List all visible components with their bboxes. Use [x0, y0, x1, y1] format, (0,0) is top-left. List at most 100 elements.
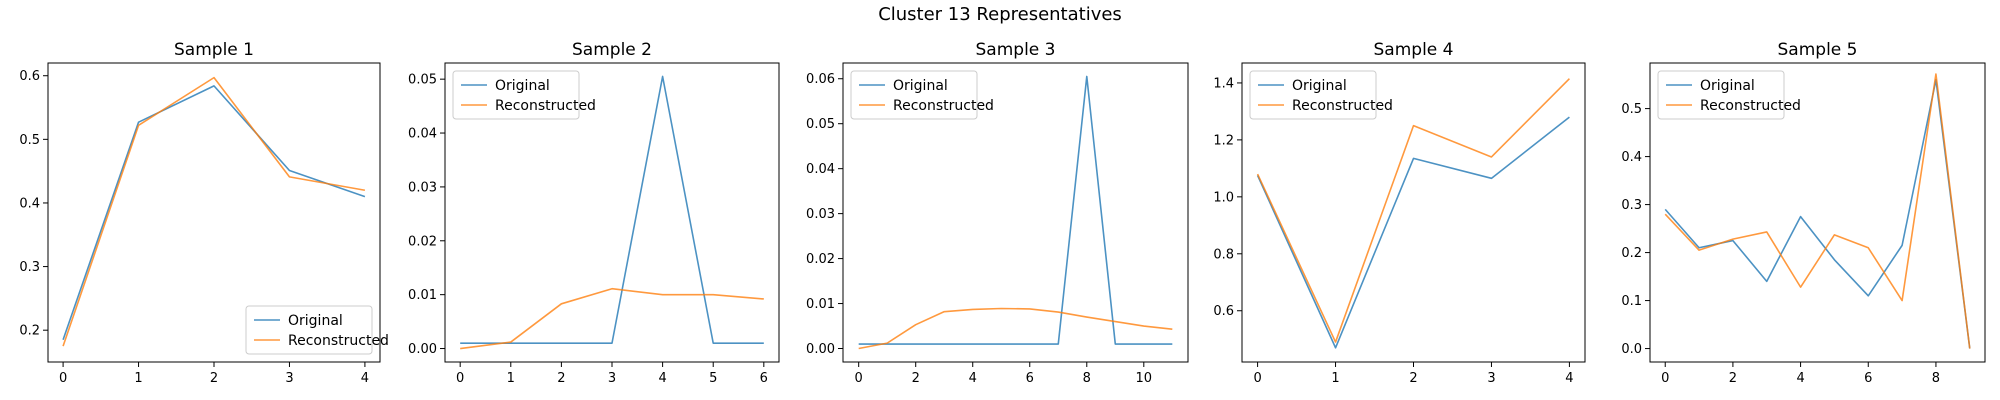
y-tick-label: 1.0 — [1213, 190, 1234, 205]
y-tick-label: 0.00 — [806, 342, 835, 357]
y-tick-label: 0.04 — [408, 127, 437, 142]
x-tick-label: 1 — [1331, 371, 1339, 386]
y-tick-label: 0.1 — [1621, 294, 1642, 309]
y-tick-label: 1.4 — [1213, 76, 1234, 91]
x-tick-label: 2 — [1729, 371, 1737, 386]
series-line-original — [858, 75, 1173, 345]
x-tick-label: 6 — [1864, 371, 1872, 386]
legend: Original Reconstructed — [1657, 70, 1801, 120]
figure-suptitle: Cluster 13 Representatives — [878, 4, 1122, 25]
legend: Original Reconstructed — [850, 70, 994, 120]
series-line-original — [1256, 116, 1570, 349]
x-tick-label: 3 — [1487, 371, 1495, 386]
series-line-reconstructed — [62, 76, 366, 347]
legend-box — [850, 70, 978, 120]
axes-frame — [1649, 62, 1986, 363]
axes-frame — [444, 62, 780, 363]
series-line-reconstructed — [1256, 78, 1570, 343]
series-line-original — [1664, 79, 1971, 349]
x-tick-label: 4 — [969, 371, 977, 386]
y-tick-label: 0.2 — [1621, 246, 1642, 261]
y-tick-label: 1.2 — [1213, 133, 1234, 148]
axes-frame — [47, 62, 381, 363]
legend-label: Original — [495, 78, 550, 94]
y-tick-label: 0.4 — [1621, 150, 1642, 165]
legend: Original Reconstructed — [245, 305, 389, 355]
legend-label: Reconstructed — [288, 333, 389, 349]
legend: Original Reconstructed — [1249, 70, 1393, 120]
legend-box — [245, 305, 373, 355]
subplot-title: Sample 3 — [976, 40, 1056, 60]
y-tick-label: 0.02 — [408, 234, 437, 249]
series-line-reconstructed — [460, 287, 764, 350]
y-tick-label: 0.2 — [19, 324, 40, 339]
subplot-title: Sample 4 — [1374, 40, 1454, 60]
subplot-title: Sample 1 — [174, 40, 254, 60]
subplot-3: Sample 3 0 2 4 6 8 10 0.00 0.01 0.02 0.03 0.04 0.05 0… — [806, 40, 1189, 386]
y-tick-label: 0.0 — [1621, 342, 1642, 357]
legend-label: Original — [893, 78, 948, 94]
y-tick-label: 0.05 — [408, 73, 437, 88]
x-tick-label: 5 — [709, 371, 717, 386]
series-line-reconstructed — [858, 307, 1173, 350]
y-tick-label: 0.01 — [408, 288, 437, 303]
legend-box — [452, 70, 580, 120]
x-tick-label: 3 — [285, 371, 293, 386]
legend-label: Reconstructed — [893, 98, 994, 114]
legend-label: Original — [288, 313, 343, 329]
subplot-2: Sample 2 0 1 2 3 4 5 6 0.00 0.01 0.02 0.03 0.04 0.05 O… — [408, 40, 780, 386]
legend-label: Reconstructed — [1700, 98, 1801, 114]
x-tick-label: 8 — [1083, 371, 1091, 386]
y-tick-label: 0.03 — [408, 180, 437, 195]
legend-label: Reconstructed — [1292, 98, 1393, 114]
y-tick-label: 0.3 — [19, 260, 40, 275]
x-tick-label: 2 — [210, 371, 218, 386]
x-tick-label: 3 — [608, 371, 616, 386]
subplot-4: Sample 4 0 1 2 3 4 0.6 0.8 1.0 1.2 1.4 Original Reco… — [1213, 40, 1586, 386]
y-tick-label: 0.8 — [1213, 247, 1234, 262]
y-tick-label: 0.5 — [19, 133, 40, 148]
y-tick-label: 0.01 — [806, 297, 835, 312]
axes-frame — [842, 62, 1189, 363]
y-tick-label: 0.02 — [806, 252, 835, 267]
axes-frame — [1241, 62, 1586, 363]
series-line-original — [460, 75, 764, 344]
y-tick-label: 0.00 — [408, 342, 437, 357]
legend-box — [1249, 70, 1377, 120]
y-tick-label: 0.06 — [806, 72, 835, 87]
legend: Original Reconstructed — [452, 70, 596, 120]
x-tick-label: 2 — [912, 371, 920, 386]
x-tick-label: 0 — [1253, 371, 1261, 386]
x-tick-label: 1 — [507, 371, 515, 386]
x-tick-label: 4 — [361, 371, 369, 386]
subplot-title: Sample 5 — [1778, 40, 1858, 60]
series-line-original — [62, 85, 366, 340]
x-tick-label: 6 — [1026, 371, 1034, 386]
y-tick-label: 0.03 — [806, 207, 835, 222]
subplot-1: Sample 1 0 1 2 3 4 0.2 0.3 0.4 0.5 0.6 Original Reco… — [19, 40, 389, 386]
x-tick-label: 6 — [760, 371, 768, 386]
y-tick-label: 0.3 — [1621, 198, 1642, 213]
legend-label: Original — [1700, 78, 1755, 94]
y-tick-label: 0.6 — [19, 69, 40, 84]
x-tick-label: 0 — [59, 371, 67, 386]
x-tick-label: 8 — [1932, 371, 1940, 386]
x-tick-label: 0 — [1661, 371, 1669, 386]
series-line-reconstructed — [1664, 73, 1971, 349]
x-tick-label: 10 — [1136, 371, 1153, 386]
x-tick-label: 2 — [1409, 371, 1417, 386]
y-tick-label: 0.6 — [1213, 304, 1234, 319]
y-tick-label: 0.5 — [1621, 102, 1642, 117]
subplot-5: Sample 5 0 2 4 6 8 0.0 0.1 0.2 0.3 0.4 0.5 Original R… — [1621, 40, 1986, 386]
y-tick-label: 0.05 — [806, 117, 835, 132]
x-tick-label: 4 — [1565, 371, 1573, 386]
legend-label: Reconstructed — [495, 98, 596, 114]
y-tick-label: 0.4 — [19, 196, 40, 211]
legend-box — [1657, 70, 1785, 120]
x-tick-label: 4 — [1796, 371, 1804, 386]
x-tick-label: 2 — [557, 371, 565, 386]
x-tick-label: 0 — [855, 371, 863, 386]
x-tick-label: 0 — [456, 371, 464, 386]
